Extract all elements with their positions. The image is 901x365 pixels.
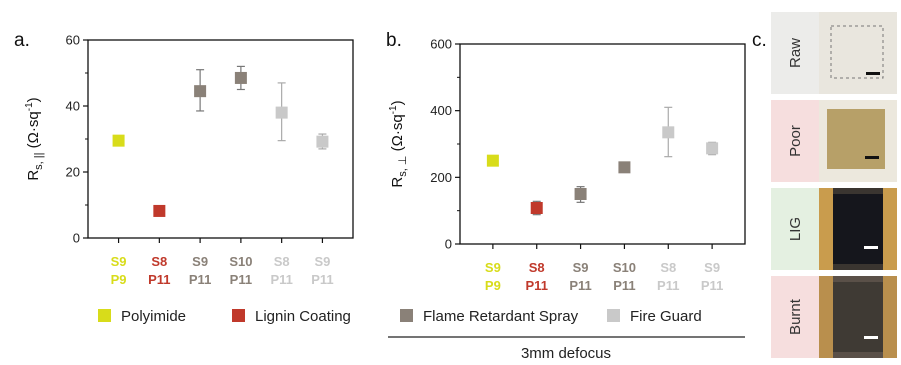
photo-label-tab — [771, 188, 819, 270]
data-point — [662, 126, 675, 139]
data-point — [194, 85, 207, 98]
copper-tape — [883, 188, 897, 270]
scale-bar — [864, 336, 878, 339]
y-tick-label: 60 — [66, 33, 80, 48]
burnt-sample-square — [833, 282, 883, 352]
legend-label: Lignin Coating — [255, 308, 351, 325]
plot-frame — [87, 39, 354, 239]
legend-label: Fire Guard — [630, 308, 702, 325]
data-point — [618, 161, 631, 174]
x-category-label-bottom: P11 — [311, 272, 333, 287]
x-category-label-top: S8 — [151, 254, 167, 269]
x-category-label-bottom: P11 — [613, 278, 635, 293]
data-point — [153, 204, 166, 217]
scale-bar — [864, 246, 878, 249]
x-category-label-bottom: P11 — [148, 272, 170, 287]
y-axis-label: Rs, || (Ω·sq-1) — [24, 97, 45, 180]
panel-b-letter: b. — [386, 30, 402, 51]
y-tick-label: 40 — [66, 99, 80, 114]
lig-sample-square — [833, 194, 883, 264]
data-point — [530, 202, 543, 214]
x-category-label-top: S8 — [660, 260, 676, 275]
legend-swatch — [232, 309, 245, 322]
x-category-label-bottom: P11 — [270, 272, 292, 287]
x-category-label-bottom: P11 — [189, 272, 211, 287]
copper-tape — [819, 188, 833, 270]
panel-c-letter: c. — [752, 30, 767, 51]
plot-frame — [459, 43, 746, 245]
legend-label: Polyimide — [121, 308, 186, 325]
x-category-label-bottom: P9 — [485, 278, 501, 293]
x-category-label-top: S9 — [192, 254, 208, 269]
photo-strip: Raw Poor LIG Burnt — [771, 12, 897, 358]
x-category-label-top: S10 — [613, 260, 636, 275]
chart-panel-b: 0 200 400 600 Rs, ⊥ (Ω·sq-1) S9 P9 S8 P11 S9 P11 S1… — [388, 37, 746, 293]
x-category-label-bottom: P11 — [657, 278, 679, 293]
x-category-label-bottom: P11 — [230, 272, 252, 287]
x-category-label-top: S10 — [229, 254, 252, 269]
y-tick-label: 400 — [430, 103, 452, 118]
legend-swatch — [98, 309, 111, 322]
y-tick-label: 0 — [73, 231, 80, 246]
x-category-label-bottom: P11 — [701, 278, 723, 293]
data-point — [112, 134, 125, 147]
y-tick-label: 0 — [445, 237, 452, 252]
data-point — [706, 142, 719, 155]
data-point — [316, 135, 329, 148]
x-category-label-top: S9 — [573, 260, 589, 275]
legend: Polyimide Lignin Coating Flame Retardant S… — [98, 308, 702, 325]
panel-a-letter: a. — [14, 30, 30, 51]
raw-sample-outline — [830, 25, 884, 79]
x-category-label-bottom: P9 — [111, 272, 127, 287]
y-tick-label: 600 — [430, 37, 452, 52]
poor-sample-square — [827, 109, 885, 169]
data-point — [486, 154, 499, 167]
y-tick-label: 20 — [66, 165, 80, 180]
photo-label-tab — [771, 276, 819, 358]
copper-tape — [883, 276, 897, 358]
x-category-label-top: S9 — [314, 254, 330, 269]
scale-bar — [866, 72, 880, 75]
legend-swatch — [607, 309, 620, 322]
data-point — [574, 188, 587, 200]
y-axis-label: Rs, ⊥ (Ω·sq-1) — [388, 100, 409, 187]
photo-label-tab — [771, 12, 819, 94]
x-category-label-top: S9 — [704, 260, 720, 275]
data-point — [234, 71, 247, 84]
defocus-note: 3mm defocus — [521, 345, 611, 362]
chart-panel-a: 0 20 40 60 Rs, || (Ω·sq-1) S9 P9 S8 P11 S9 P11 S10 P… — [24, 33, 354, 287]
copper-tape — [819, 276, 833, 358]
x-category-label-top: S8 — [529, 260, 545, 275]
legend-label: Flame Retardant Spray — [423, 308, 579, 325]
photo-label: Burnt — [787, 298, 804, 335]
x-category-label-bottom: P11 — [526, 278, 548, 293]
photo-label-tab — [771, 100, 819, 182]
legend-swatch — [400, 309, 413, 322]
photo-label: LIG — [787, 217, 804, 241]
photo-label: Raw — [787, 38, 804, 68]
y-tick-label: 200 — [430, 170, 452, 185]
x-category-label-top: S9 — [485, 260, 501, 275]
scale-bar — [865, 156, 879, 159]
data-point — [275, 106, 288, 119]
x-category-label-bottom: P11 — [569, 278, 591, 293]
x-category-label-top: S8 — [274, 254, 290, 269]
x-category-label-top: S9 — [111, 254, 127, 269]
photo-label: Poor — [787, 125, 804, 157]
